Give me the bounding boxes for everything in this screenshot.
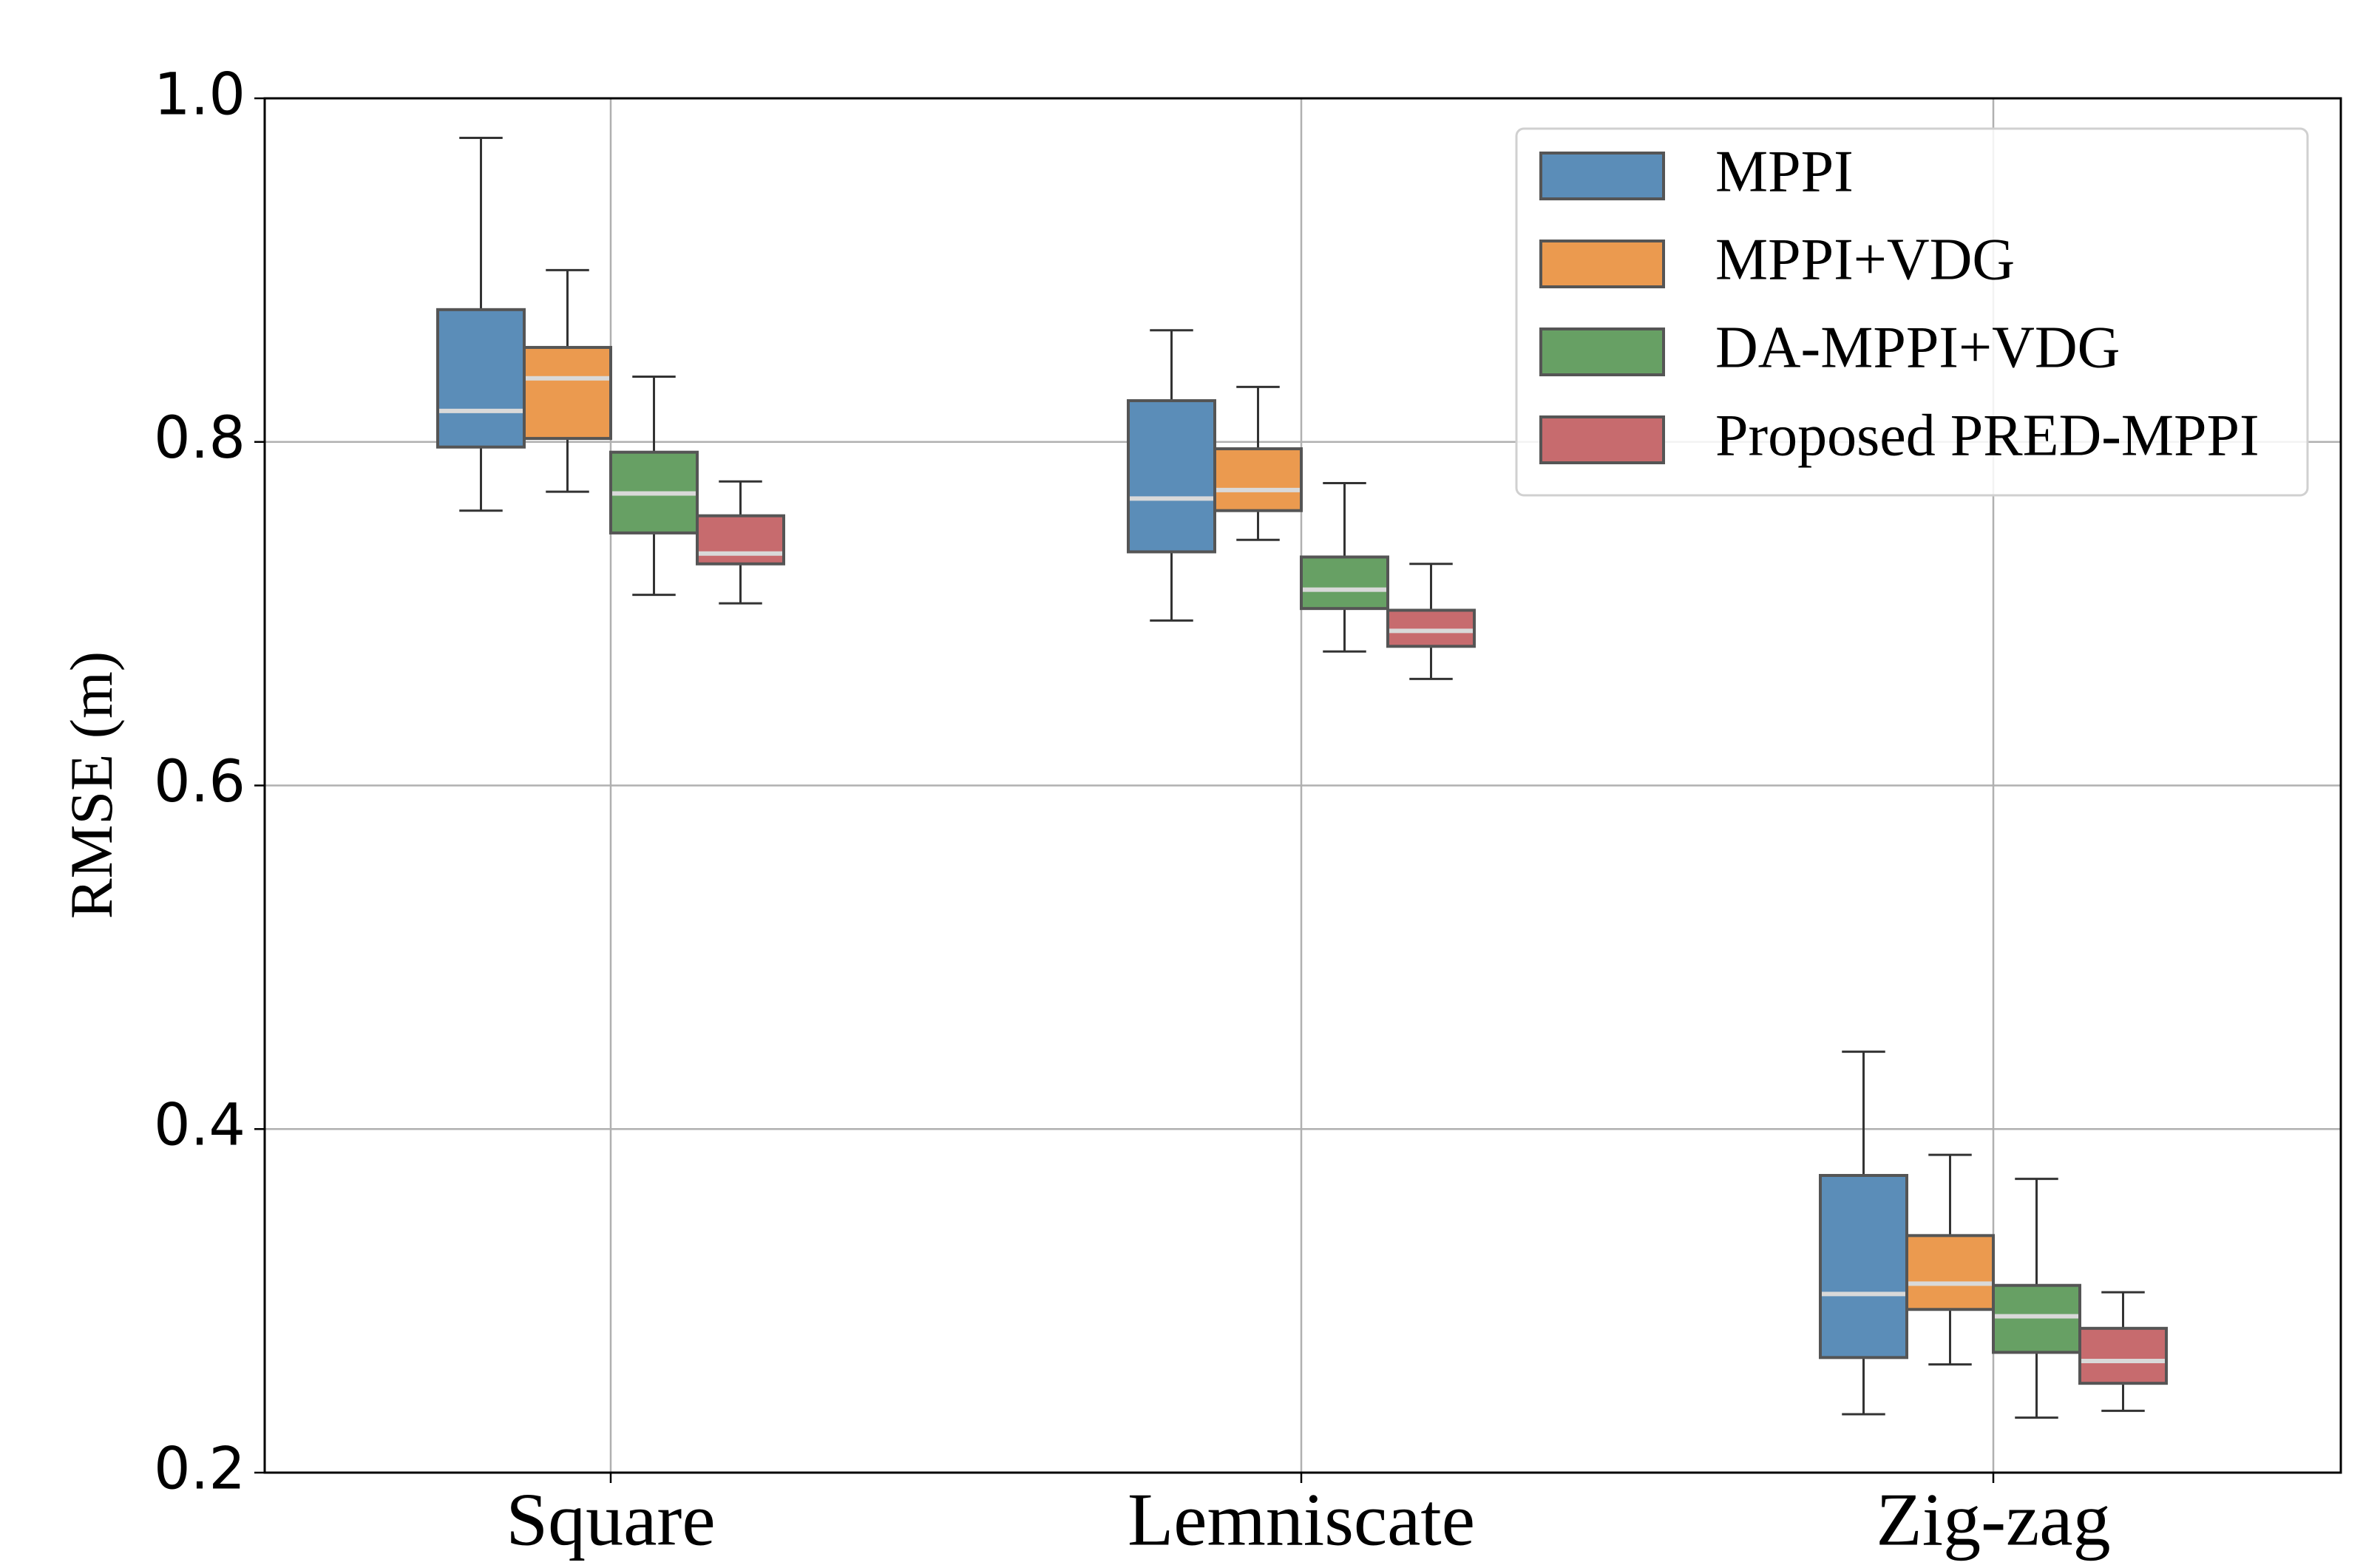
y-tick-label: 0.4: [154, 1093, 245, 1159]
y-tick-label: 1.0: [154, 61, 245, 128]
legend-label: MPPI+VDG: [1715, 227, 2015, 292]
legend-label: Proposed PRED-MPPI: [1715, 403, 2259, 468]
legend-label: DA-MPPI+VDG: [1715, 315, 2120, 380]
box: [1819, 1173, 1908, 1360]
box: [1386, 608, 1476, 648]
legend-label: MPPI: [1715, 139, 1854, 204]
x-tick-label: Lemniscate: [1128, 1478, 1475, 1561]
y-tick-label: 0.2: [154, 1436, 245, 1502]
legend-swatch: [1539, 152, 1665, 200]
legend-swatch: [1539, 415, 1665, 464]
legend-swatch: [1539, 240, 1665, 288]
legend-swatch: [1539, 327, 1665, 376]
box: [1992, 1283, 2081, 1354]
x-tick-label: Square: [506, 1478, 715, 1561]
box: [696, 514, 785, 566]
x-tick-label: Zig-zag: [1876, 1478, 2110, 1561]
y-axis-label: RMSE (m): [58, 651, 125, 919]
legend-box: [1515, 127, 2309, 497]
plot-frame: [263, 97, 2342, 1474]
box: [436, 308, 526, 449]
box: [1213, 447, 1303, 512]
box: [1300, 555, 1389, 611]
y-tick-label: 0.6: [154, 749, 245, 815]
box: [2078, 1326, 2168, 1385]
box: [1905, 1234, 1995, 1311]
box: [523, 345, 612, 441]
box: [1127, 398, 1216, 554]
y-tick-label: 0.8: [154, 405, 245, 472]
